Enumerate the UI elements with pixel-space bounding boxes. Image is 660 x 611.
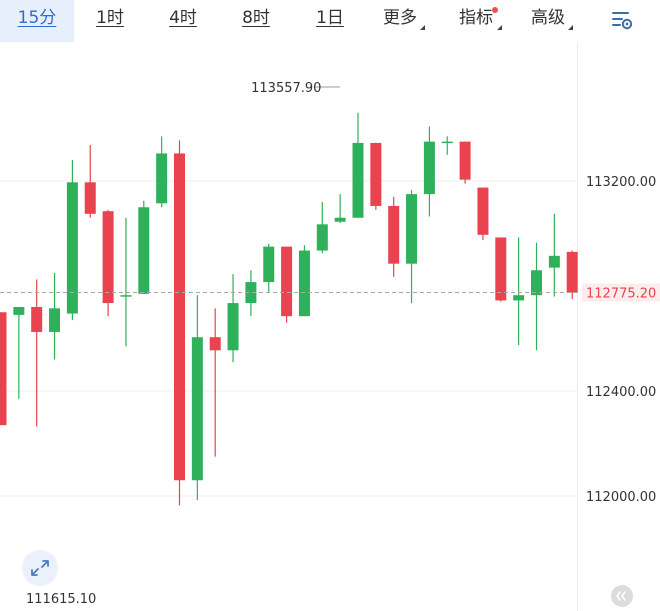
indicators-menu[interactable]: 指标 [450,0,502,42]
indicators-dropdown-icon [497,25,502,30]
candle-body [120,295,132,297]
price-axis-separator [577,42,578,611]
candle-body [352,142,364,218]
tab-8-hour-label: 8时 [242,8,270,28]
candle-body [388,205,400,264]
candle-body [281,246,293,317]
candle-body [513,295,525,301]
tab-8-hour[interactable]: 8时 [230,0,282,42]
candle-body [0,312,7,426]
more-dropdown-icon [420,25,425,30]
candle-body [459,141,471,180]
candle-body [209,337,221,351]
more-menu[interactable]: 更多 [375,0,425,42]
tab-1-day[interactable]: 1日 [304,0,356,42]
candle-body [138,207,150,294]
candle-body [263,246,275,283]
low-price-label: 111615.10 [26,592,96,607]
expand-arrows-icon [31,560,49,576]
candle-body [227,303,239,351]
candle-body [316,224,328,251]
chart-settings-icon[interactable] [610,8,634,32]
indicator-badge-dot [492,7,498,13]
candle-body [495,237,507,301]
y-tick-label: 113200.00 [586,175,656,190]
indicators-menu-label: 指标 [459,8,493,28]
y-tick-label: 112000.00 [586,490,656,505]
candle-body [84,182,96,214]
advanced-menu[interactable]: 高级 [523,0,573,42]
y-tick-label: 112400.00 [586,385,656,400]
candle-body [477,187,489,235]
scroll-to-latest-button[interactable] [611,585,633,607]
candle-body [441,141,453,144]
last-price-label: 112775.20 [586,287,656,302]
double-chevron-left-icon [616,591,626,601]
tab-1-hour-label: 1时 [96,8,124,28]
candle-body [102,211,114,304]
tab-15-minutes[interactable]: 15分 [0,0,74,42]
more-menu-label: 更多 [383,8,417,28]
candle-body [156,153,168,204]
candle-body [31,307,43,332]
tab-1-day-label: 1日 [316,8,344,28]
candle-body [334,217,346,222]
tab-1-hour[interactable]: 1时 [84,0,136,42]
candle-body [245,282,257,304]
timeframe-toolbar: 15分 1时 4时 8时 1日 更多 指标 高级 [0,0,660,42]
last-price-tag [582,283,660,302]
candle-body [548,255,560,268]
candle-body [191,337,203,481]
candle-body [531,270,542,296]
tab-4-hour[interactable]: 4时 [157,0,209,42]
candle-body [49,308,61,332]
candle-body [423,141,435,195]
candle-body [298,250,310,317]
advanced-menu-label: 高级 [531,8,565,28]
candle-body [174,153,185,481]
advanced-dropdown-icon [568,25,573,30]
expand-chart-button[interactable] [22,550,58,586]
candle-body [13,307,25,315]
high-price-label: 113557.90 [251,81,321,96]
candle-body [66,182,78,314]
candle-body [566,251,578,293]
candle-body [370,142,382,206]
candle-body [406,194,418,264]
tab-4-hour-label: 4时 [169,8,197,28]
tab-15-minutes-label: 15分 [17,8,57,28]
